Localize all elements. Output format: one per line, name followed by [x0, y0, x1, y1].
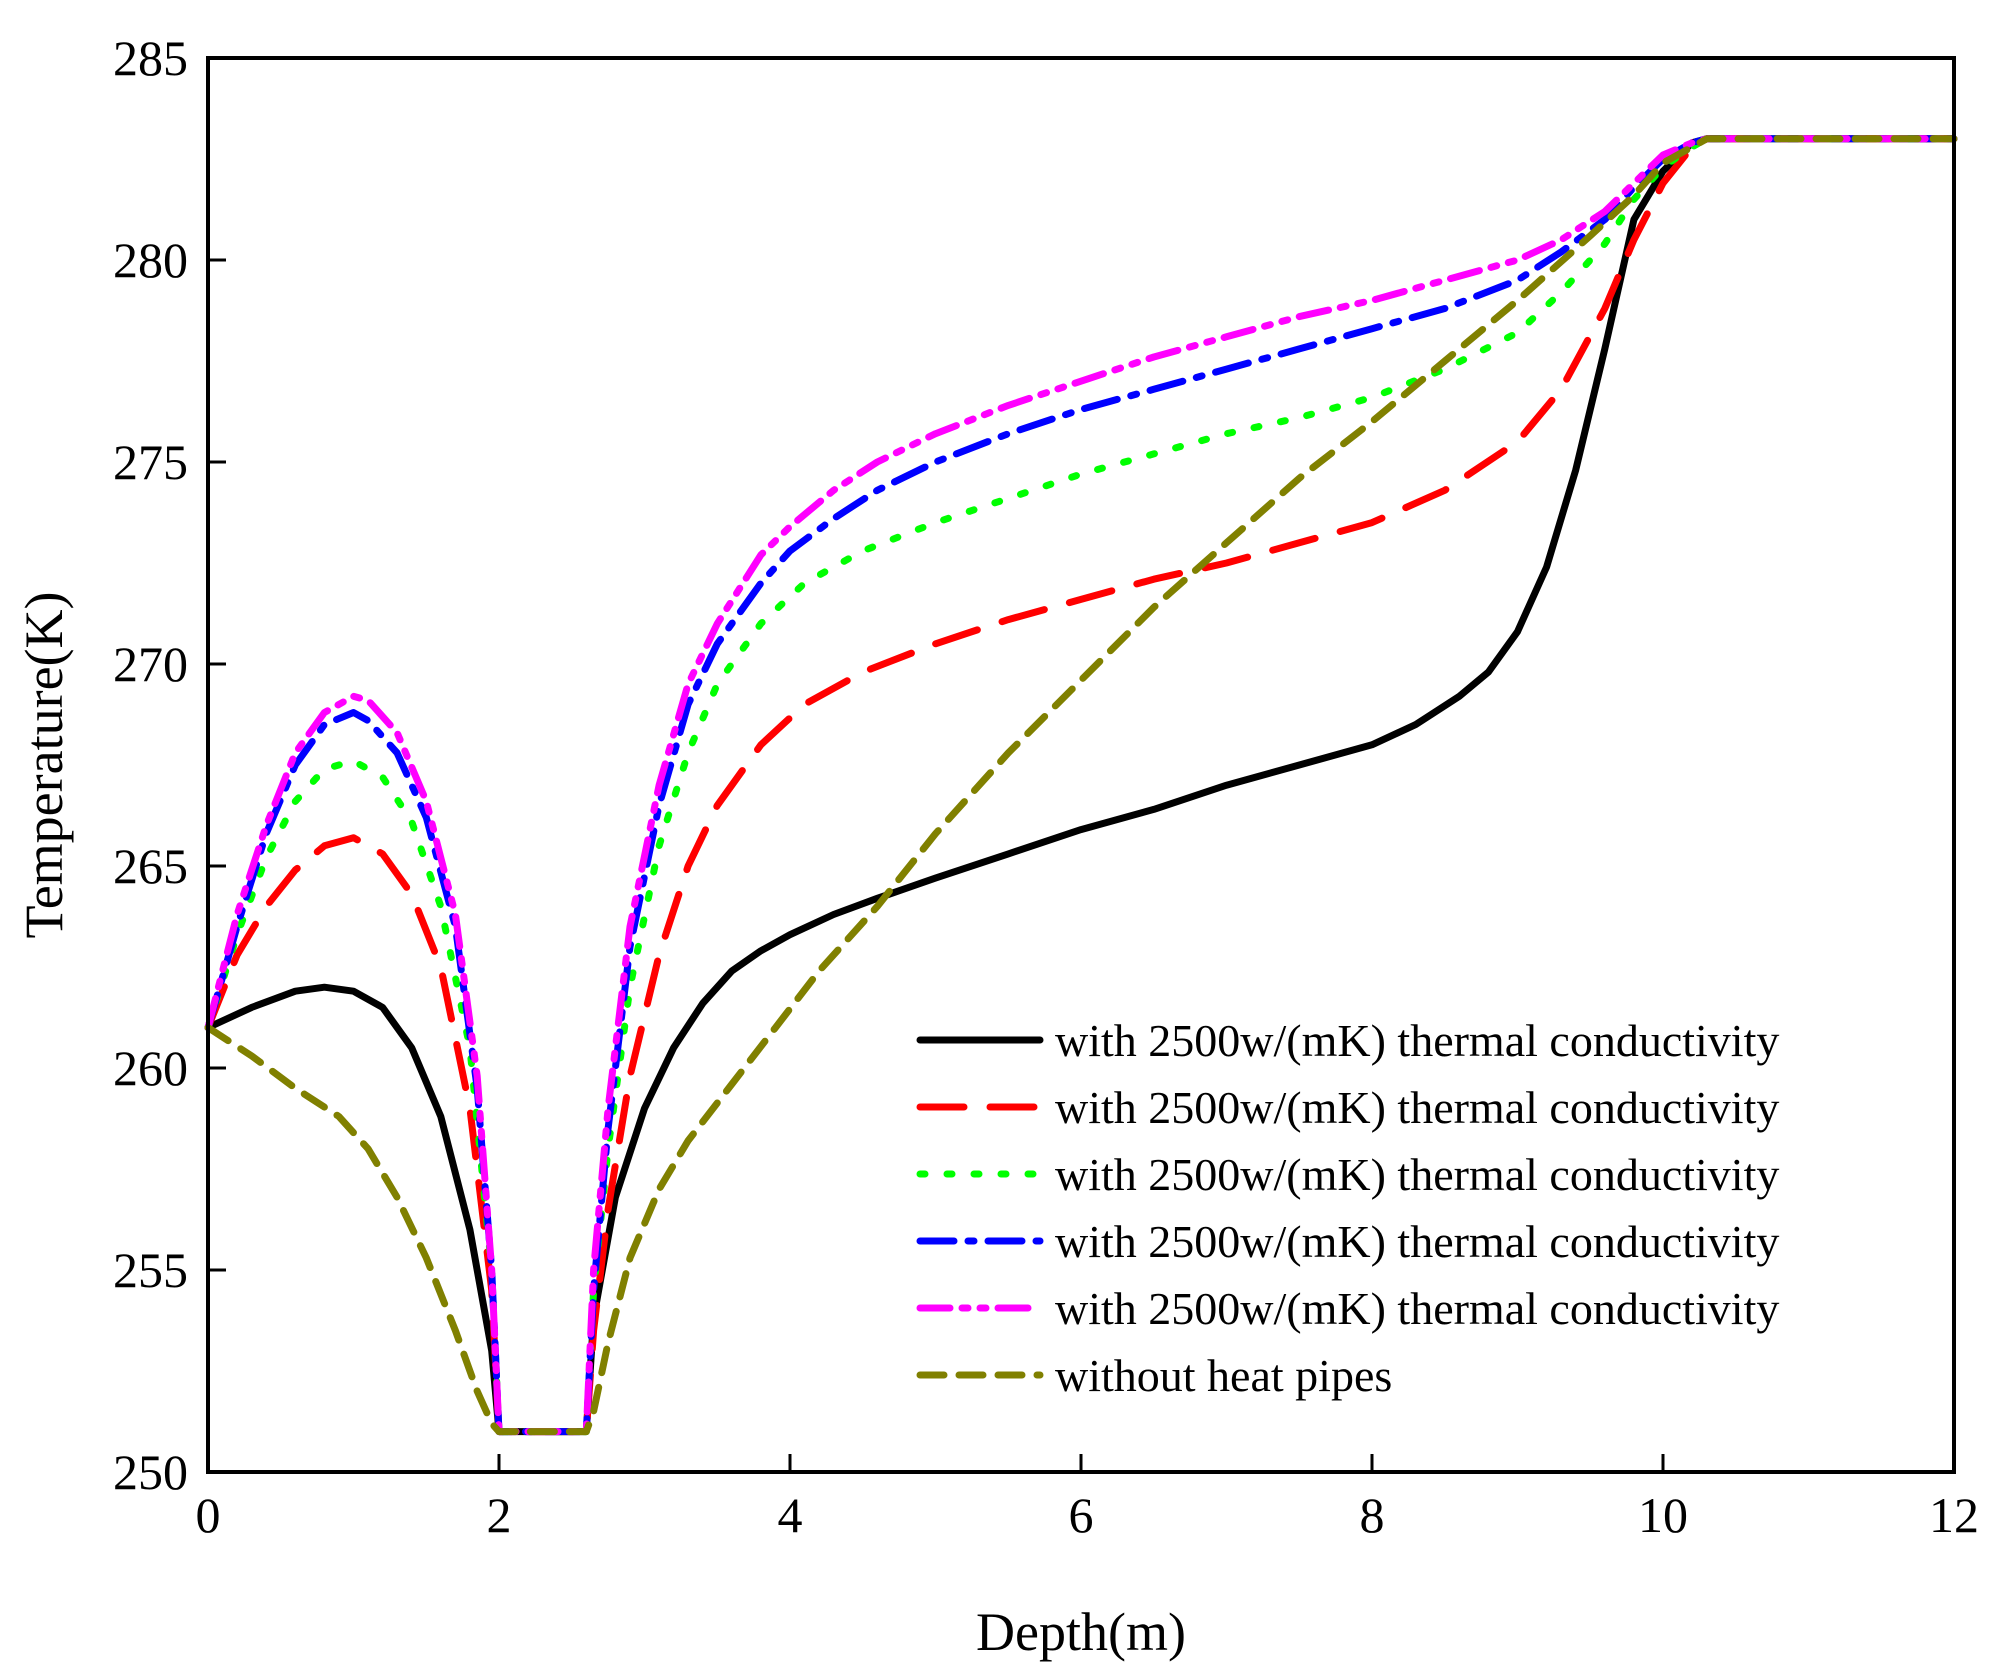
y-tick-label: 280 — [113, 232, 188, 288]
x-tick-label: 2 — [487, 1487, 512, 1543]
legend-label-2: with 2500w/(mK) thermal conductivity — [1055, 1082, 1779, 1133]
ticks-layer — [206, 56, 1956, 1474]
legend-label-5: with 2500w/(mK) thermal conductivity — [1055, 1283, 1779, 1334]
y-tick-label: 265 — [113, 838, 188, 894]
y-tick-label: 275 — [113, 434, 188, 490]
series-line-3 — [204, 135, 1958, 1436]
y-tick-label: 250 — [113, 1444, 188, 1500]
y-tick-label: 260 — [113, 1040, 188, 1096]
x-axis-title: Depth(m) — [976, 1602, 1186, 1662]
legend-label-6: without heat pipes — [1055, 1350, 1392, 1401]
y-tick-label: 285 — [113, 30, 188, 86]
series-line-2 — [204, 135, 1958, 1436]
x-tick-label: 12 — [1929, 1487, 1979, 1543]
x-tick-label: 6 — [1069, 1487, 1094, 1543]
legend-label-1: with 2500w/(mK) thermal conductivity — [1055, 1015, 1779, 1066]
legend-label-3: with 2500w/(mK) thermal conductivity — [1055, 1149, 1779, 1200]
series-line-1 — [204, 135, 1958, 1436]
x-tick-label: 4 — [778, 1487, 803, 1543]
y-axis-title: Temperature(K) — [14, 591, 74, 938]
tick-labels-layer: 0 2 4 6 8 10 12 250 255 260 265 270 275 280 285 — [113, 30, 1979, 1543]
legend: with 2500w/(mK) thermal conductivity with… — [916, 1015, 1779, 1401]
x-tick-label: 8 — [1360, 1487, 1385, 1543]
y-tick-label: 255 — [113, 1242, 188, 1298]
series-line-6 — [204, 135, 1958, 1436]
series-line-4 — [204, 135, 1958, 1436]
series-line-5 — [204, 135, 1958, 1436]
y-tick-label: 270 — [113, 636, 188, 692]
x-tick-label: 0 — [196, 1487, 221, 1543]
legend-label-4: with 2500w/(mK) thermal conductivity — [1055, 1216, 1779, 1267]
x-tick-label: 10 — [1638, 1487, 1688, 1543]
series-layer — [204, 135, 1958, 1436]
